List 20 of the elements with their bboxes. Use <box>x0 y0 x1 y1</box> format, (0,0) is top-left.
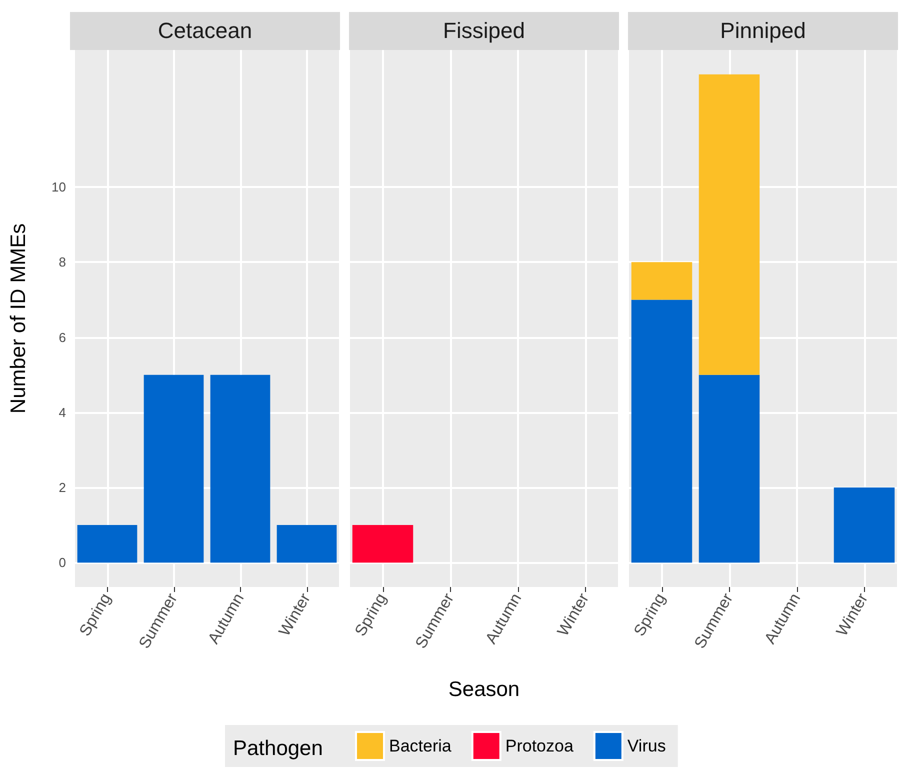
y-tick-label: 2 <box>58 480 66 495</box>
legend-label: Protozoa <box>505 736 574 756</box>
chart-title: Fissiped <box>349 12 619 50</box>
bar <box>834 487 895 563</box>
legend-label: Virus <box>627 736 666 756</box>
bar <box>698 374 760 563</box>
y-tick-label: 8 <box>58 254 66 270</box>
chart-title: Pinniped <box>628 12 898 50</box>
y-tick-label: 6 <box>58 330 66 345</box>
y-tick-label: 0 <box>58 555 66 570</box>
bar <box>698 74 760 375</box>
y-tick-label: 10 <box>52 180 66 195</box>
y-axis-title: Number of ID MMEs <box>7 223 30 414</box>
legend-label: Bacteria <box>389 736 452 756</box>
bar <box>631 300 692 563</box>
x-axis-title: Season <box>448 678 520 701</box>
legend-title: Pathogen <box>233 737 323 760</box>
bar <box>631 262 692 300</box>
chart-title: Cetacean <box>70 12 340 50</box>
y-tick-label: 4 <box>58 404 66 420</box>
